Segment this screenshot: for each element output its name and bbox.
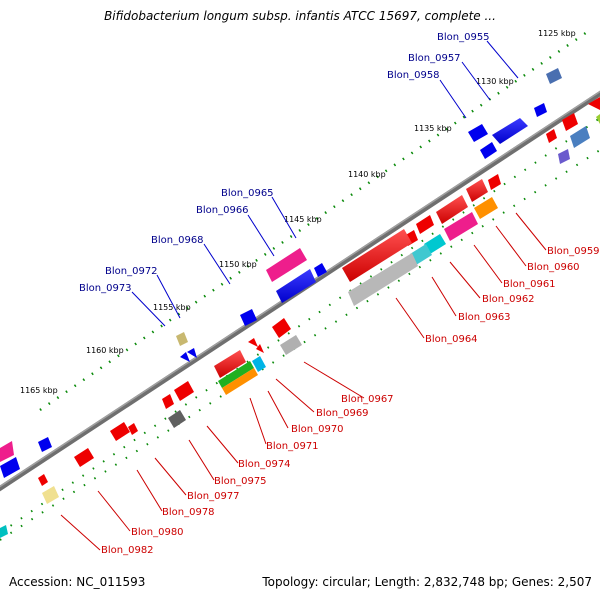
scale-label: 1150 kbp [219, 260, 257, 269]
gene-feature [180, 352, 190, 362]
gene-label: Blon_0972 [105, 266, 158, 277]
forward-gene-labels: Blon_0955 Blon_0957 Blon_0958 Blon_0965 … [79, 32, 490, 294]
gene-feature [168, 410, 186, 428]
gene-feature [0, 441, 14, 462]
gene-label: Blon_0964 [425, 334, 478, 345]
map-title: Bifidobacterium longum subsp. infantis A… [104, 9, 496, 23]
gene-feature [546, 129, 557, 143]
gene-feature [348, 253, 418, 306]
scale-label: 1135 kbp [414, 124, 452, 133]
gene-feature [276, 269, 316, 303]
gene-label: Blon_0977 [187, 491, 240, 502]
gene-feature [42, 486, 59, 504]
gene-feature [280, 335, 302, 355]
gene-label: Blon_0968 [151, 235, 204, 246]
gene-feature [424, 234, 446, 254]
gene-feature [342, 229, 412, 282]
gene-label: Blon_0970 [291, 424, 344, 435]
gene-feature [248, 338, 258, 347]
reverse-genes [0, 113, 578, 538]
gene-feature [110, 422, 130, 441]
gene-feature [214, 350, 246, 378]
gene-feature [588, 97, 600, 110]
gene-feature [266, 248, 307, 282]
scale-label: 1155 kbp [153, 303, 191, 312]
gene-label: Blon_0966 [196, 205, 249, 216]
gene-feature [546, 68, 562, 84]
gene-label: Blon_0960 [527, 262, 580, 273]
forward-genes [0, 68, 600, 478]
gene-feature [436, 195, 468, 224]
gene-label: Blon_0958 [387, 70, 440, 81]
accession-label: Accession: NC_011593 [9, 575, 146, 589]
gene-feature [410, 244, 432, 265]
gene-feature [218, 361, 254, 388]
gene-label: Blon_0962 [482, 294, 535, 305]
scale-labels: 1125 kbp 1130 kbp 1135 kbp 1140 kbp 1145… [20, 29, 576, 395]
gene-feature [534, 103, 547, 117]
gene-feature [480, 142, 497, 159]
gene-label: Blon_0982 [101, 545, 154, 556]
gene-feature [74, 448, 94, 467]
gene-feature [162, 394, 174, 409]
gene-feature [314, 263, 327, 277]
genome-summary: Topology: circular; Length: 2,832,748 bp… [262, 575, 592, 589]
gene-label: Blon_0961 [503, 279, 556, 290]
gene-feature [474, 197, 498, 219]
reverse-gene-labels: Blon_0959 Blon_0960 Blon_0961 Blon_0962 … [101, 246, 600, 556]
gene-feature [128, 423, 138, 435]
scale-label: 1160 kbp [86, 346, 124, 355]
scale-label: 1130 kbp [476, 77, 514, 86]
gene-feature [174, 381, 194, 401]
gene-feature [272, 318, 291, 338]
gene-label: Blon_0963 [458, 312, 511, 323]
gene-label: Blon_0971 [266, 441, 319, 452]
gene-label: Blon_0967 [341, 394, 394, 405]
gene-feature [562, 113, 578, 131]
gene-feature [416, 215, 434, 234]
forward-inner-track [0, 117, 600, 535]
gene-feature [0, 525, 8, 538]
gene-feature [488, 174, 501, 190]
gene-label: Blon_0965 [221, 188, 274, 199]
scale-label: 1140 kbp [348, 170, 386, 179]
gene-feature [558, 149, 570, 164]
gene-label: Blon_0969 [316, 408, 369, 419]
gene-feature [466, 179, 488, 202]
gene-label: Blon_0959 [547, 246, 600, 257]
outer-scale-track [39, 28, 591, 412]
gene-label: Blon_0974 [238, 459, 291, 470]
gene-label: Blon_0957 [408, 53, 461, 64]
scale-label: 1125 kbp [538, 29, 576, 38]
reverse-leader-lines [60, 212, 547, 551]
gene-feature [570, 126, 590, 148]
gene-feature [444, 212, 478, 241]
forward-leader-lines [131, 40, 519, 327]
gene-feature [176, 332, 188, 346]
gene-feature [252, 356, 266, 372]
gene-feature [256, 344, 264, 353]
scale-label: 1145 kbp [284, 215, 322, 224]
gene-feature [596, 114, 600, 124]
gene-label: Blon_0978 [162, 507, 215, 518]
gene-label: Blon_0955 [437, 32, 490, 43]
gene-feature [187, 348, 197, 358]
gene-label: Blon_0973 [79, 283, 132, 294]
gene-feature [222, 368, 258, 395]
gene-feature [0, 457, 20, 478]
gene-feature [492, 118, 528, 144]
gene-feature [468, 124, 488, 142]
gene-feature [38, 437, 52, 452]
gene-label: Blon_0975 [214, 476, 267, 487]
gene-label: Blon_0980 [131, 527, 184, 538]
gene-feature [240, 309, 257, 326]
scale-label: 1165 kbp [20, 386, 58, 395]
gene-feature [38, 474, 48, 486]
